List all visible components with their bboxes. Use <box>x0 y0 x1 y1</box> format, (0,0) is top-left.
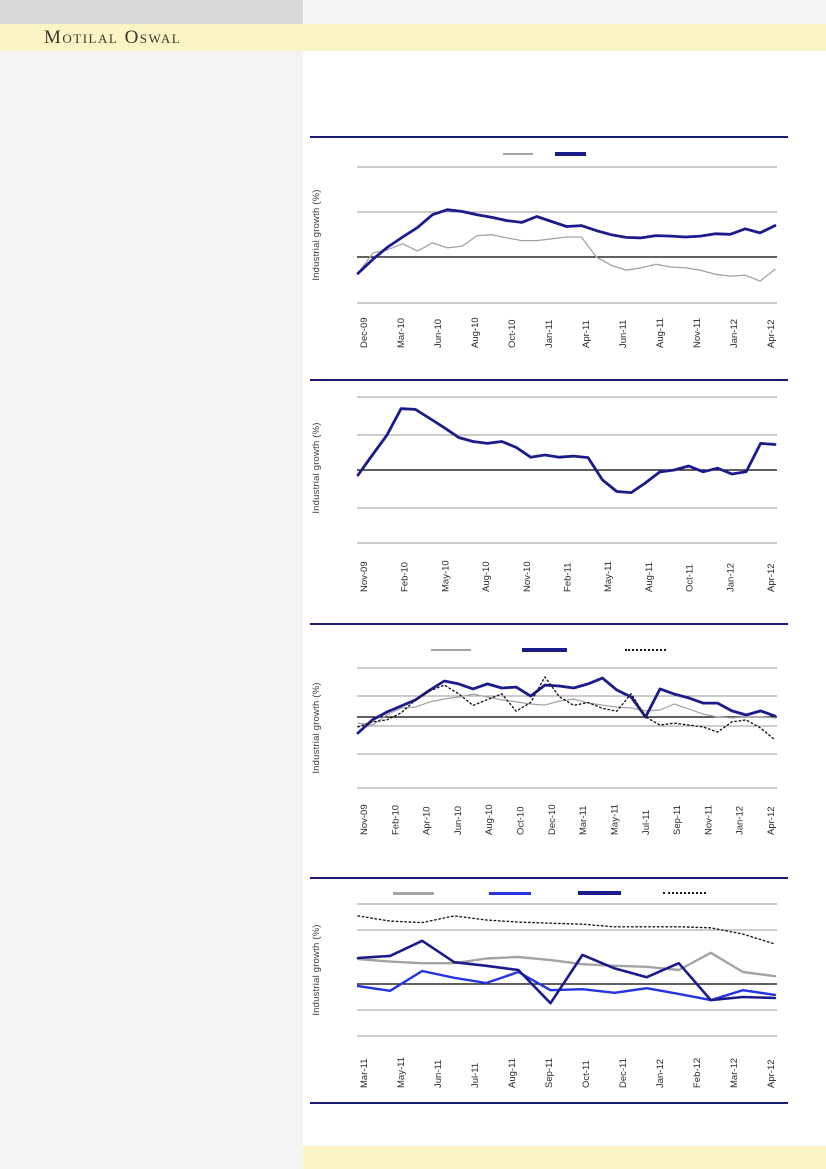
legend-swatch-dotted-line <box>625 649 666 651</box>
x-axis-tick-label: Jan-12 <box>735 806 746 835</box>
chart3-top-rule <box>310 623 788 625</box>
navy-line <box>356 208 777 275</box>
legend-swatch-gray-line <box>503 153 533 155</box>
x-axis-tick-label: Nov-09 <box>359 804 370 835</box>
blue-line <box>356 969 777 1002</box>
chart-svg: Mar-11 May-11 Jun-11 Jul-11 Aug-11 Sep-11 Oct-… <box>356 903 777 1088</box>
x-axis-tick-label: Dec-10 <box>547 804 558 835</box>
x-axis-tick-label: Aug-10 <box>470 317 481 348</box>
x-axis-tick-label: Nov-11 <box>692 318 703 348</box>
x-axis-tick-label: Aug-10 <box>484 804 495 835</box>
x-axis-tick-label: May-11 <box>609 804 620 835</box>
footer-yellow-band <box>303 1146 826 1169</box>
x-axis-tick-label: Jan-12 <box>729 319 740 348</box>
x-axis-tick-label: Mar-10 <box>396 318 407 348</box>
x-axis-tick-label: Dec-09 <box>359 317 370 348</box>
x-axis-tick-label: Feb-10 <box>400 562 411 592</box>
x-axis-tick-label: Oct-10 <box>516 806 527 835</box>
x-axis-tick-label: Aug-10 <box>481 561 492 592</box>
x-axis-tick-label: Jun-11 <box>433 1060 444 1088</box>
x-axis-tick-label: May-10 <box>440 560 451 592</box>
motilal-oswal-logo: Motilal Oswal <box>44 26 182 48</box>
x-axis-tick-label: Sep-11 <box>544 1058 555 1088</box>
x-axis-tick-label: Oct-11 <box>685 564 696 592</box>
legend-swatch-navy-line <box>522 648 567 652</box>
x-axis-tick-label: Jun-10 <box>433 319 444 348</box>
x-axis-tick-label: Feb-10 <box>390 805 401 835</box>
x-axis-tick-label: Feb-11 <box>563 563 574 592</box>
x-axis-tick-label: Jul-11 <box>470 1063 481 1088</box>
x-axis-tick-label: Nov-11 <box>703 805 714 835</box>
gray-line <box>357 234 776 282</box>
navy-line <box>356 407 777 494</box>
x-axis-tick-label: Apr-12 <box>766 1059 777 1088</box>
iip-line-chart-1: Dec-09 Mar-10 Jun-10 Aug-10 Oct-10 Jan-11 Apr-… <box>310 160 788 360</box>
legend-swatch-dotted-line <box>663 892 706 894</box>
x-axis-tick-label: Mar-11 <box>578 806 589 835</box>
x-axis-tick-label: May-11 <box>396 1057 407 1088</box>
legend-swatch-gray-line <box>431 649 471 651</box>
iip-line-chart-4: Mar-11 May-11 Jun-11 Jul-11 Aug-11 Sep-11 Oct-… <box>310 898 788 1098</box>
x-axis-tick-label: Jun-11 <box>618 320 629 348</box>
brand-band: Motilal Oswal <box>0 24 826 51</box>
x-axis-tick-label: Apr-12 <box>766 806 777 835</box>
x-axis-tick-label: Apr-12 <box>766 319 777 348</box>
chart-svg: Nov-09 Feb-10 Apr-10 Jun-10 Aug-10 Oct-10 Dec-… <box>356 667 777 835</box>
navy-line <box>356 676 777 735</box>
x-axis-tick-label: Mar-11 <box>359 1059 370 1088</box>
iip-line-chart-3: Nov-09 Feb-10 Apr-10 Jun-10 Aug-10 Oct-10 Dec-… <box>310 655 788 850</box>
navy-line <box>356 939 777 1005</box>
gray-line <box>356 951 777 978</box>
x-axis-tick-label: Apr-12 <box>766 563 777 592</box>
chart-svg: Dec-09 Mar-10 Jun-10 Aug-10 Oct-10 Jan-11 Apr-… <box>356 166 777 348</box>
x-axis-tick-label: Aug-11 <box>644 562 655 592</box>
x-axis-tick-label: Sep-11 <box>672 805 683 835</box>
chart-svg: Nov-09 Feb-10 May-10 Aug-10 Nov-10 Feb-11 May-… <box>356 396 777 592</box>
x-axis-tick-label: Apr-11 <box>581 320 592 348</box>
iip-line-chart-2: Nov-09 Feb-10 May-10 Aug-10 Nov-10 Feb-11 May-… <box>310 385 788 605</box>
x-axis-tick-label: Aug-11 <box>655 318 666 348</box>
legend-swatch-blue-line <box>489 892 531 895</box>
chart2-top-rule <box>310 379 788 381</box>
x-axis-tick-label: Jan-12 <box>725 563 736 592</box>
top-right-strip <box>303 0 826 24</box>
x-axis-tick-label: Jan-12 <box>655 1059 666 1088</box>
x-axis-tick-label: Jul-11 <box>641 810 652 835</box>
legend-swatch-navy-line <box>555 152 586 156</box>
gray-line <box>357 693 776 726</box>
chart1-top-rule <box>310 136 788 138</box>
x-axis-tick-label: Nov-10 <box>522 561 533 592</box>
chart4-top-rule <box>310 877 788 879</box>
bottom-rule <box>310 1102 788 1104</box>
x-axis-tick-label: Oct-10 <box>507 319 518 348</box>
legend-swatch-gray-line <box>393 892 434 895</box>
x-axis-tick-label: Dec-11 <box>618 1058 629 1088</box>
x-axis-tick-label: Aug-11 <box>507 1058 518 1088</box>
left-gray-panel <box>0 0 303 1169</box>
legend-swatch-navy-line <box>578 891 621 895</box>
dotted-line <box>357 915 776 945</box>
x-axis-tick-label: Jan-11 <box>544 320 555 348</box>
x-axis-tick-label: Nov-09 <box>359 561 370 592</box>
x-axis-tick-label: May-11 <box>603 561 614 592</box>
x-axis-tick-label: Oct-11 <box>581 1060 592 1088</box>
dotted-line <box>357 676 776 741</box>
x-axis-tick-label: Mar-12 <box>729 1058 740 1088</box>
x-axis-tick-label: Jun-10 <box>453 806 464 835</box>
x-axis-tick-label: Apr-10 <box>422 806 433 835</box>
top-gray-bar <box>0 0 303 24</box>
x-axis-tick-label: Feb-12 <box>692 1058 703 1088</box>
